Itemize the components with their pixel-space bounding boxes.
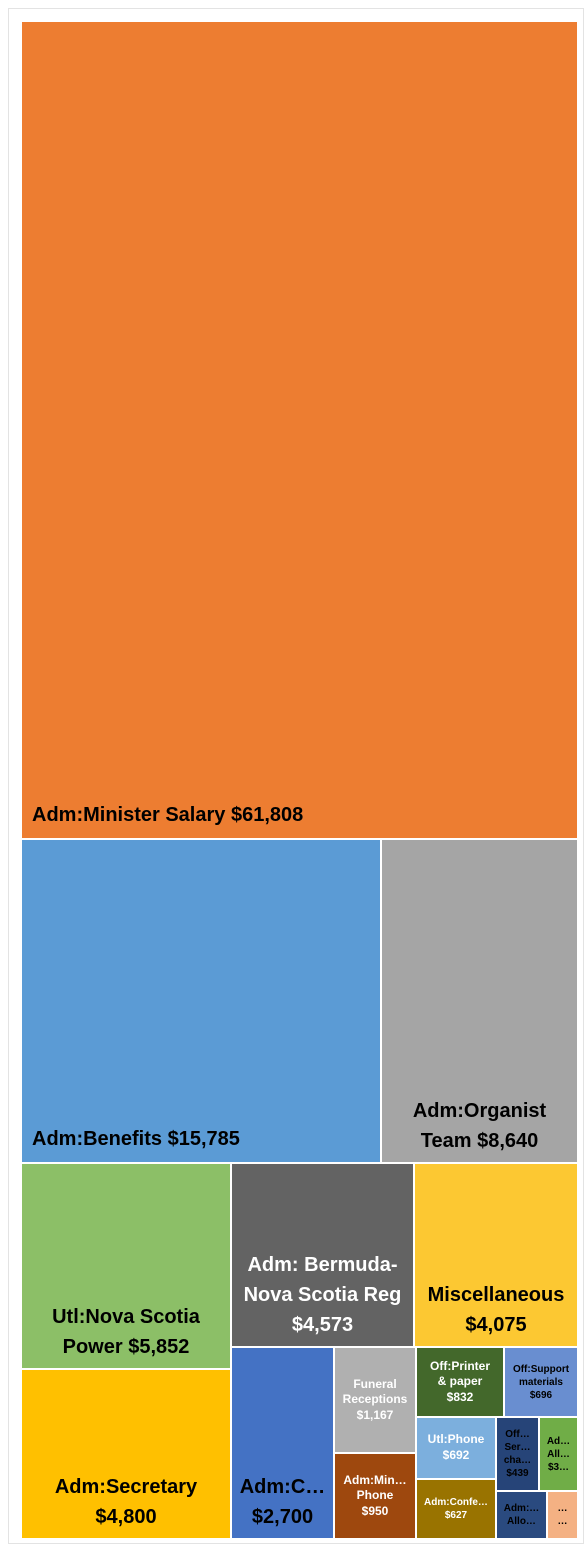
tile-name: Off:Support materials — [512, 1363, 570, 1388]
tile-name: Adm:Benefits — [32, 1128, 163, 1150]
tile-label: Miscellaneous $4,075 — [419, 1280, 573, 1340]
tile: Funeral Receptions $1,167 — [335, 1348, 415, 1452]
tile: Adm:C… $2,700 — [232, 1348, 333, 1538]
tile-value-label: $696 — [529, 1389, 553, 1401]
tile-name: Miscellaneous — [427, 1284, 565, 1306]
tile: Adm:Confe… $627 — [417, 1480, 495, 1538]
tile-value-label: $3… — [547, 1461, 570, 1473]
tile-label: Adm:Min… Phone $950 — [343, 1454, 407, 1538]
tile-value-label: $950 — [361, 1503, 389, 1518]
tile-label: Adm:Organist Team $8,640 — [405, 1096, 555, 1156]
tile-value-label: $832 — [446, 1389, 474, 1404]
tile-label: Adm:C… $2,700 — [236, 1472, 329, 1532]
tile: Adm:Min… Phone $950 — [335, 1454, 415, 1538]
tile-label: … … — [552, 1492, 573, 1538]
tile-label: Adm:Benefits $15,785 — [32, 1124, 376, 1154]
tile-value-label: $4,075 — [465, 1314, 527, 1336]
chart-frame — [8, 8, 584, 1544]
tile: Utl:Phone $692 — [417, 1418, 495, 1478]
tile-label: Ad… All… $3… — [544, 1418, 573, 1490]
tile-name: Adm:Confe… — [424, 1497, 488, 1508]
tile: Adm:Minister Salary $61,808 — [22, 22, 577, 838]
tile-label: Off:Support materials $696 — [511, 1348, 571, 1416]
tile-label: Off:Printer & paper $832 — [425, 1348, 495, 1416]
tile: Adm:Secretary $4,800 — [22, 1370, 230, 1538]
tile-label: Adm:Confe… $627 — [421, 1480, 491, 1538]
tile-name: Adm: Bermuda-Nova Scotia Reg — [243, 1254, 402, 1306]
tile-value-label: $4,800 — [95, 1506, 157, 1528]
tile: Adm:Organist Team $8,640 — [382, 840, 577, 1162]
tile-label: Adm:… Allo… — [501, 1492, 542, 1538]
tile: Miscellaneous $4,075 — [415, 1164, 577, 1346]
tile-name: Adm:… Allo… — [503, 1503, 540, 1527]
tile: Off:Printer & paper $832 — [417, 1348, 503, 1416]
tile-name: Adm:C… — [239, 1476, 326, 1498]
tile-label: Adm: Bermuda-Nova Scotia Reg $4,573 — [236, 1250, 409, 1340]
tile-name: … … — [557, 1503, 568, 1527]
tile-name: Adm:Organist Team — [412, 1100, 547, 1152]
tile-value-label: $5,852 — [128, 1336, 190, 1358]
tile: Adm: Bermuda-Nova Scotia Reg $4,573 — [232, 1164, 413, 1346]
tile: Adm:Benefits $15,785 — [22, 840, 380, 1162]
tile-value-label: $8,640 — [477, 1130, 539, 1152]
tile-name: Funeral Receptions — [342, 1376, 408, 1407]
tile: Off:Support materials $696 — [505, 1348, 577, 1416]
tile: Ad… All… $3… — [540, 1418, 577, 1490]
tile-name: Utl:Phone — [427, 1432, 485, 1447]
tile-value-label: $15,785 — [167, 1128, 240, 1150]
tile-label: Utl:Nova Scotia Power $5,852 — [41, 1302, 211, 1362]
tile-name: Off:Printer & paper — [430, 1358, 490, 1389]
tile-label: Adm:Secretary $4,800 — [26, 1472, 226, 1532]
tile-value-label: $439 — [506, 1468, 529, 1479]
tile-name: Adm:Secretary — [54, 1476, 198, 1498]
tile-value-label: $692 — [442, 1448, 470, 1462]
tile-name: Adm:Minister Salary — [32, 804, 226, 826]
tile: Adm:… Allo… — [497, 1492, 546, 1538]
tile-value-label: $61,808 — [230, 804, 304, 826]
tile-name: Adm:Min… Phone — [343, 1472, 407, 1503]
tile-value-label: $627 — [444, 1510, 468, 1521]
tile-value-label: $4,573 — [291, 1314, 354, 1336]
tile-name: Off… Ser… cha… — [503, 1429, 532, 1466]
tile-name: Ad… All… — [546, 1435, 571, 1460]
tile: … … — [548, 1492, 577, 1538]
tile-value-label: $1,167 — [356, 1407, 394, 1422]
tile-label: Adm:Minister Salary $61,808 — [32, 800, 573, 830]
tile: Off… Ser… cha… $439 — [497, 1418, 538, 1490]
tile-label: Funeral Receptions $1,167 — [339, 1348, 411, 1452]
tile: Utl:Nova Scotia Power $5,852 — [22, 1164, 230, 1368]
tile-name: Utl:Nova Scotia Power — [52, 1306, 200, 1358]
tile-label: Off… Ser… cha… $439 — [501, 1418, 534, 1490]
tile-value-label: $2,700 — [251, 1506, 314, 1528]
tile-label: Utl:Phone $692 — [421, 1418, 491, 1478]
